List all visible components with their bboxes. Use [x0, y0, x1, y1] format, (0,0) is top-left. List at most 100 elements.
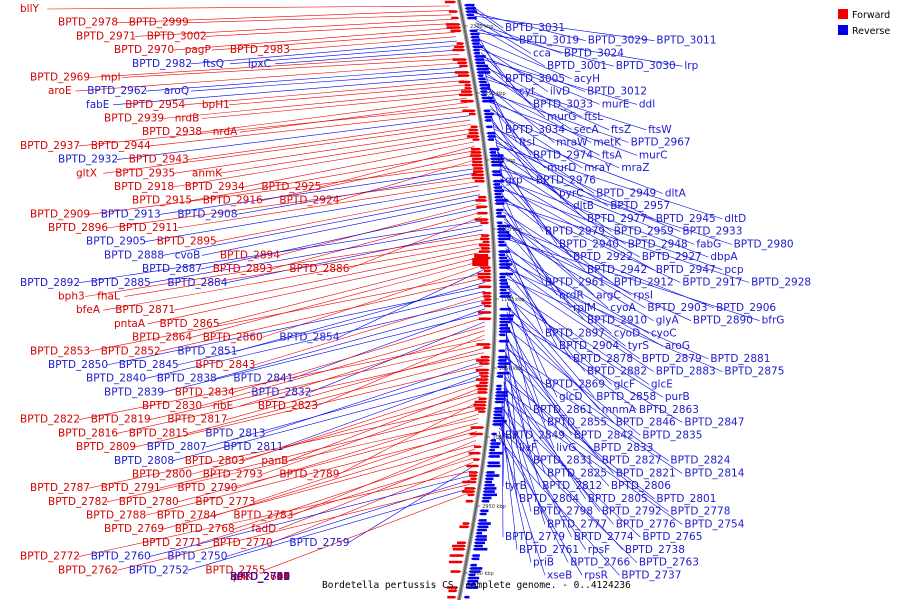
reverse-feature [486, 131, 496, 135]
leader-line [506, 274, 654, 372]
gene-label: BPTD_2849 [505, 429, 565, 441]
gene-label: cyt [519, 86, 535, 98]
leader-line [144, 185, 479, 242]
gene-label: BPTD_2771 [142, 537, 202, 549]
forward-feature [483, 346, 491, 349]
leader-line [116, 484, 470, 571]
leader-line [162, 194, 480, 256]
leader-line [505, 238, 760, 321]
forward-feature [448, 560, 464, 564]
gene-label: BPTD_2887 [142, 263, 202, 275]
gene-label: BPTD_2905 [86, 236, 146, 248]
leader-line [471, 5, 504, 29]
gene-label: purB [665, 391, 690, 403]
gene-label: BPTD_2954 [125, 99, 185, 111]
leader-line [116, 115, 470, 160]
gene-label: bllY [20, 3, 39, 15]
gene-label: BPTD_2970 [114, 44, 174, 56]
leader-line [233, 317, 485, 393]
leader-line [288, 36, 457, 51]
reverse-feature [482, 490, 495, 493]
gene-label: BPTD_2982 [132, 58, 192, 70]
leader-line [239, 102, 468, 133]
leader-line [506, 278, 723, 372]
forward-feature [478, 397, 488, 401]
leader-line [278, 453, 475, 530]
forward-feature [480, 221, 490, 225]
leader-line [473, 15, 655, 41]
gene-label: rpsR [584, 569, 608, 581]
reverse-feature [489, 442, 501, 445]
gene-label: ftsL [584, 111, 603, 123]
forward-feature [452, 48, 466, 52]
forward-feature [468, 131, 480, 135]
reverse-feature [497, 237, 511, 241]
gene-label: BPTD_2846 [616, 417, 676, 429]
leader-line [481, 55, 600, 105]
gene-label: metK [593, 137, 622, 149]
gene-label: BPTD_2979 [545, 226, 605, 238]
reverse-feature [473, 51, 480, 55]
gene-label: BPTD_2727 [230, 571, 290, 583]
gene-label: BPTD_2976 [536, 175, 596, 187]
gene-label: lpxC [248, 58, 271, 70]
leader-line [506, 311, 546, 423]
reverse-feature [473, 55, 486, 58]
gene-label: BPTD_2813 [205, 427, 265, 439]
gene-label: BPTD_2980 [734, 238, 794, 250]
gene-label: BPTD_2763 [639, 557, 699, 569]
leader-line [320, 146, 475, 188]
leader-line [254, 427, 478, 503]
leader-line [226, 348, 484, 420]
gene-label: BPTD_2915 [132, 195, 192, 207]
forward-feature [464, 83, 472, 87]
scale-tick-label: 1100 kbp [501, 297, 525, 303]
reverse-feature [493, 410, 503, 413]
gene-label: BPTD_3031 [505, 22, 565, 34]
gene-label: glcE [651, 378, 673, 390]
gene-label: gltX [76, 167, 97, 179]
gene-label: BPTD_2922 [573, 251, 633, 263]
forward-feature [480, 375, 490, 378]
leader-line [493, 132, 572, 207]
leader-line [291, 308, 486, 379]
reverse-feature [494, 397, 504, 401]
forward-feature [470, 477, 478, 481]
reverse-feature [466, 579, 479, 583]
gene-label: BPTD_2925 [261, 181, 321, 193]
forward-feature [472, 258, 489, 266]
reverse-feature [463, 595, 470, 599]
gene-label: BPTD_2937 [20, 140, 80, 152]
gene-label: BPTD_3034 [505, 124, 565, 136]
forward-feature [473, 458, 481, 461]
leader-line [88, 54, 460, 78]
forward-feature [450, 570, 462, 573]
reverse-feature [494, 199, 508, 202]
reverse-feature [482, 493, 497, 497]
gene-label: BPTD_2869 [545, 378, 605, 390]
reverse-feature [474, 538, 487, 541]
leader-line [191, 71, 463, 92]
gene-label: BPTD_2864 [132, 332, 192, 344]
gene-label: BPTD_2851 [177, 345, 237, 357]
reverse-feature [498, 263, 512, 266]
reverse-feature [491, 423, 504, 426]
leader-line [347, 466, 473, 544]
forward-feature [467, 493, 476, 497]
leader-line [497, 437, 620, 576]
forward-feature [482, 291, 492, 295]
reverse-feature [485, 125, 493, 129]
forward-feature [474, 400, 488, 404]
forward-feature [452, 544, 467, 548]
leader-line [503, 381, 532, 512]
gene-label: BPTD_2888 [104, 249, 164, 261]
gene-label: BPTD_2770 [213, 537, 273, 549]
leader-line [254, 295, 486, 366]
gene-label: murE [602, 98, 630, 110]
leader-line [243, 383, 482, 462]
gene-label: dltB [573, 200, 594, 212]
leader-line [506, 258, 664, 347]
gene-label: rpsF [588, 544, 611, 556]
gene-label: BPTD_2819 [91, 414, 151, 426]
